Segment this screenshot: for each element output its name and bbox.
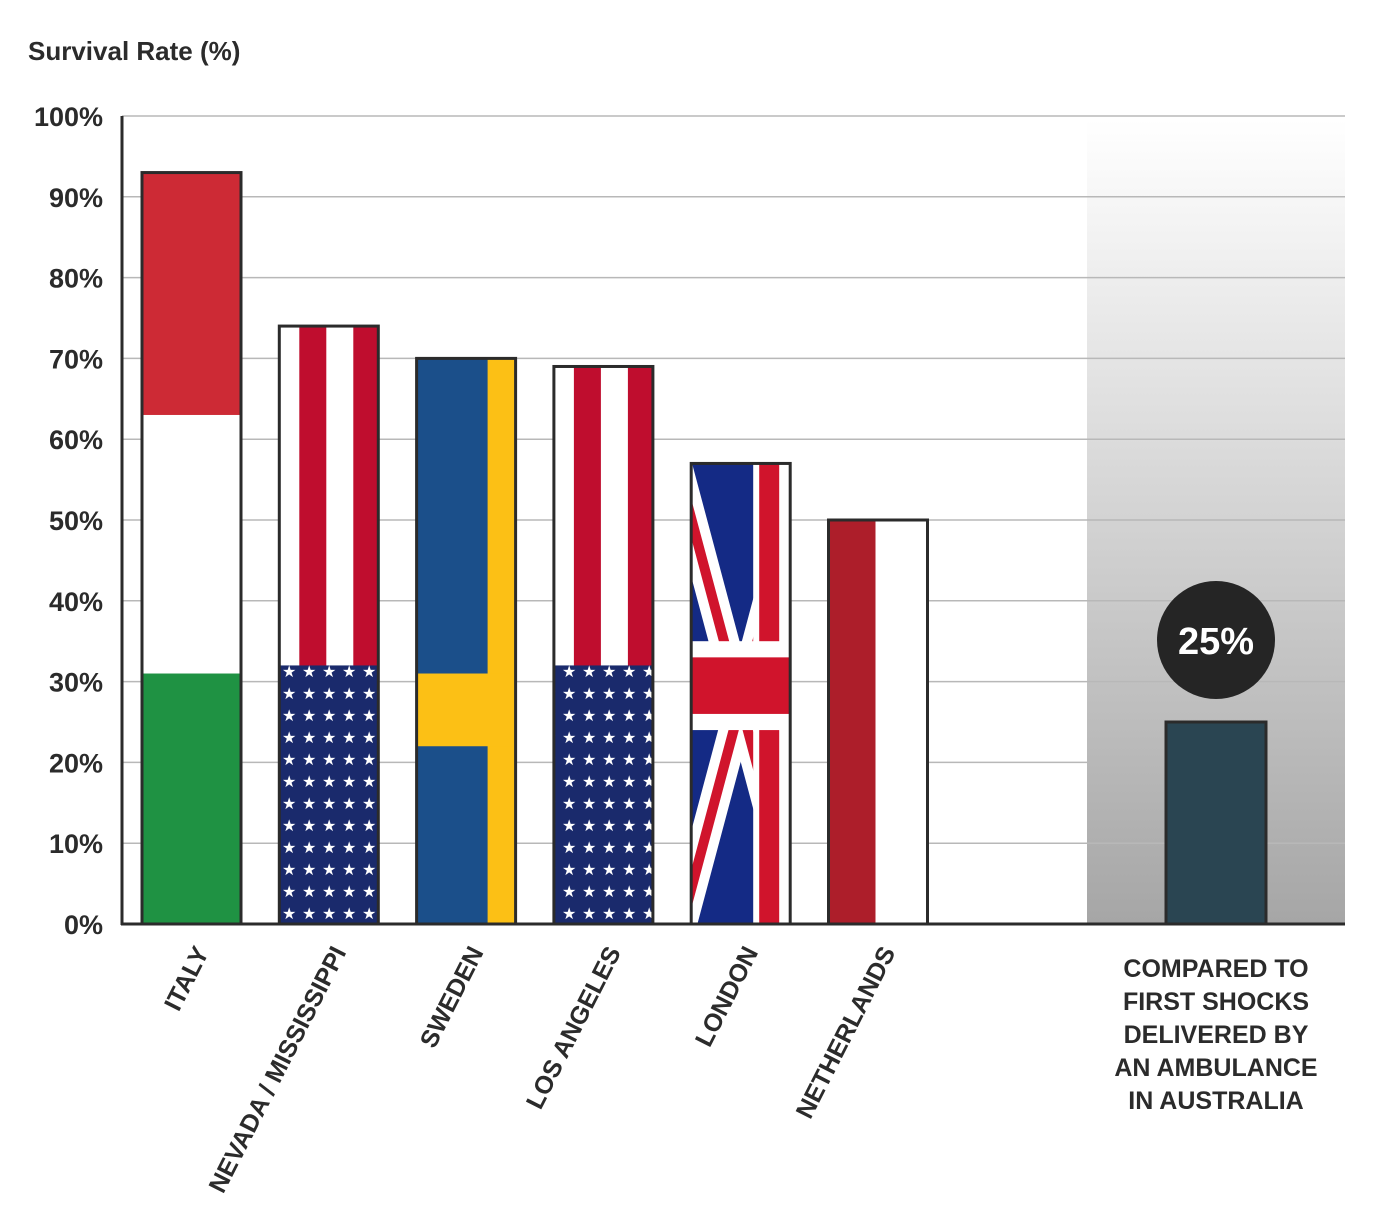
y-tick-label: 100% [34,102,103,132]
flag-green [142,673,241,924]
comparison-label-line: DELIVERED BY [1124,1021,1309,1049]
y-tick-label: 0% [64,910,103,940]
comparison-label-line: COMPARED TO [1123,955,1308,983]
y-axis-title: Survival Rate (%) [28,36,240,66]
comparison-label-line: FIRST SHOCKS [1123,988,1309,1016]
flag-cross-vertical [487,358,516,924]
bar-nevada-mississippi [277,324,380,926]
flag-stars [279,665,379,924]
bar-london [689,461,792,926]
bar-los-angeles [552,364,655,926]
bar-sweden [415,356,518,926]
bar-australia-ambulance [1164,720,1268,926]
x-category-label: SWEDEN [415,942,490,1052]
value-bubble [1157,581,1275,699]
y-tick-label: 10% [49,829,103,859]
flag-cross-horizontal [416,673,516,747]
bar-italy [140,171,243,926]
x-category-label: LOS ANGELES [521,942,627,1114]
y-tick-label: 90% [49,183,103,213]
flag-red [828,520,876,924]
comparison-label-line: AN AMBULANCE [1114,1054,1317,1082]
flag-red [142,172,241,415]
comparison-label-line: IN AUSTRALIA [1128,1087,1303,1115]
x-category-label: NETHERLANDS [791,942,902,1123]
y-tick-label: 40% [49,587,103,617]
y-tick-label: 50% [49,506,103,536]
y-tick-label: 30% [49,668,103,698]
x-category-label: ITALY [159,942,215,1016]
y-tick-label: 70% [49,344,103,374]
bar-netherlands [827,518,929,926]
value-bubble-label: 25% [1178,621,1254,663]
y-tick-label: 60% [49,425,103,455]
y-tick-label: 80% [49,264,103,294]
x-category-label: NEVADA / MISSISSIPPI [204,942,353,1197]
x-category-label: LONDON [690,942,764,1051]
y-tick-label: 20% [49,748,103,778]
flag-stars [553,665,653,924]
